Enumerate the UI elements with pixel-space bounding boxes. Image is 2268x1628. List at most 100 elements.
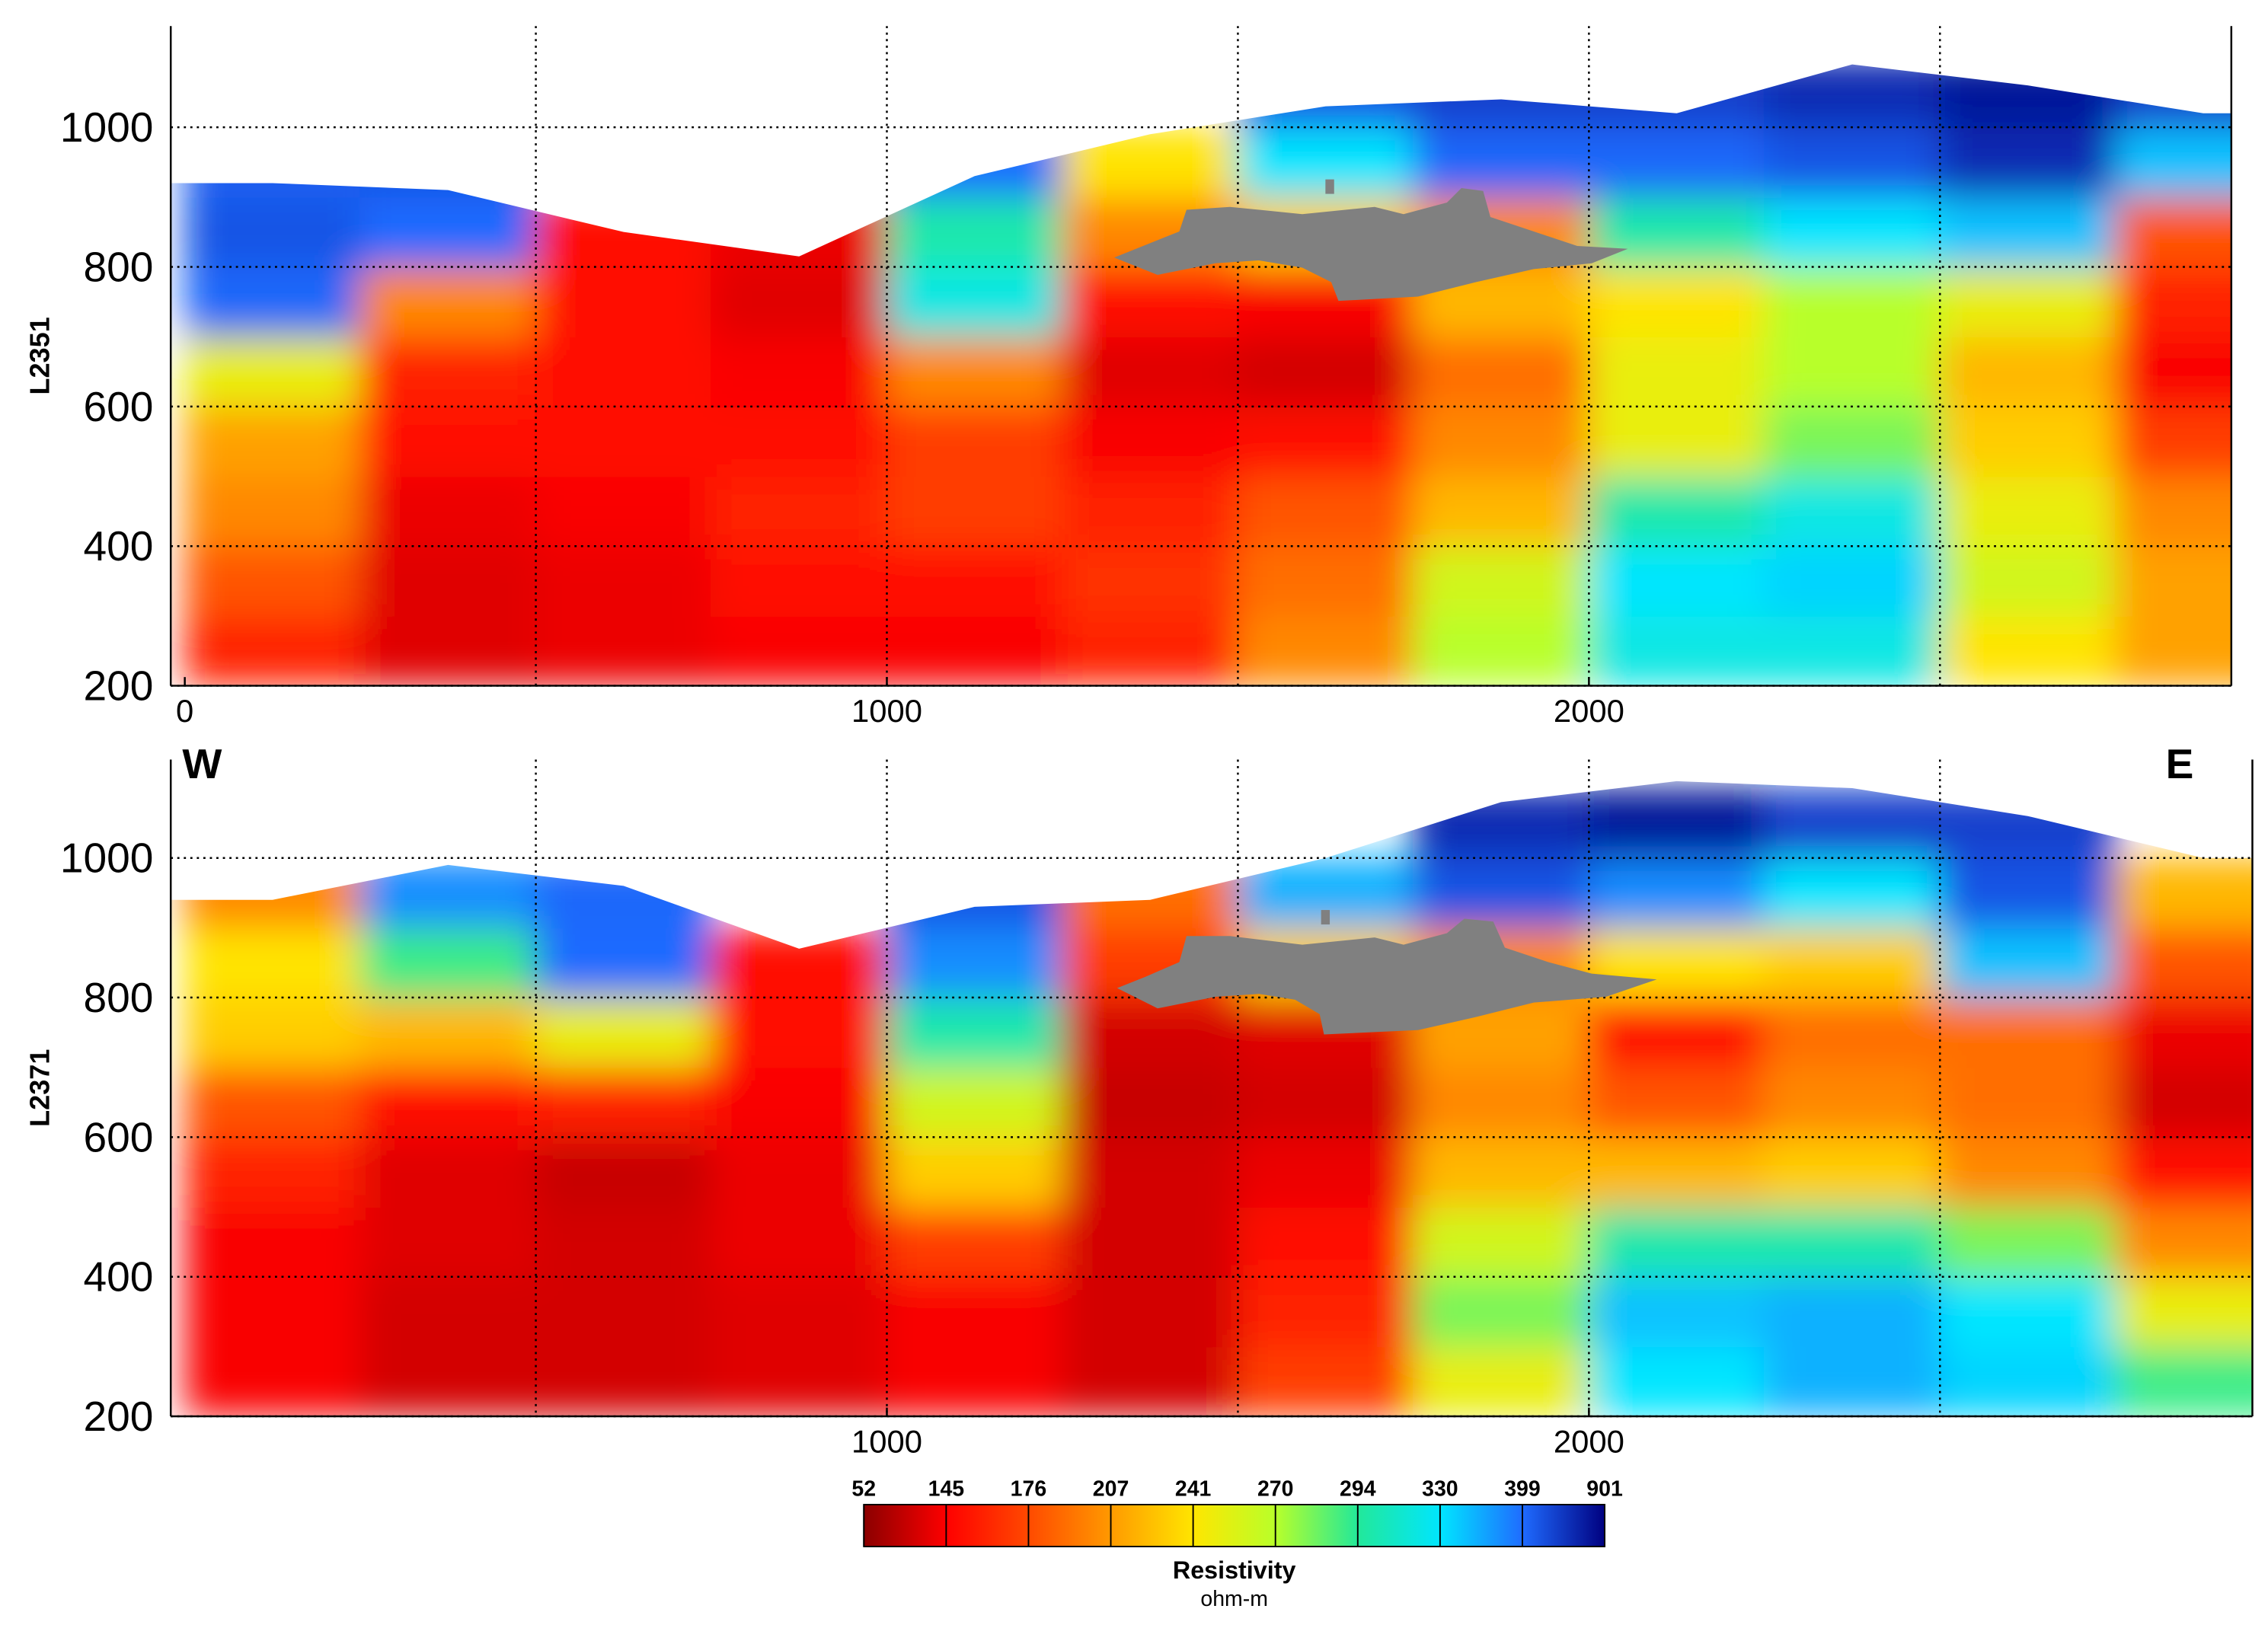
cell	[1763, 475, 1941, 547]
cell	[1237, 64, 1414, 129]
cell	[1763, 266, 1941, 338]
cell	[1237, 1066, 1414, 1138]
cell	[1763, 1206, 1941, 1278]
cell	[184, 475, 362, 547]
y-tick-label: 600	[84, 1113, 154, 1160]
cell	[359, 614, 537, 686]
cell	[1939, 266, 2116, 338]
cell	[1412, 1275, 1590, 1348]
cell	[359, 1136, 537, 1208]
cell	[184, 196, 362, 268]
ore-body	[1113, 187, 1628, 302]
cell	[184, 1275, 362, 1348]
cell	[1763, 196, 1941, 268]
cell	[1588, 475, 1765, 547]
y-tick-label: 800	[84, 243, 154, 290]
annotation: W	[182, 740, 222, 787]
cell	[184, 614, 362, 686]
cell	[886, 196, 1063, 268]
cell	[2114, 336, 2231, 407]
colorbar-label: 901	[1586, 1477, 1623, 1502]
colorbar-title: Resistivity	[1173, 1556, 1296, 1584]
cell	[1062, 1066, 1239, 1138]
cell	[2114, 997, 2253, 1068]
colorbar-label: 241	[1175, 1477, 1212, 1502]
y-tick-label: 400	[84, 1253, 154, 1301]
cell	[1763, 336, 1941, 407]
colorbar-segment	[1522, 1504, 1605, 1547]
cell	[1412, 787, 1590, 859]
cell	[1412, 64, 1590, 129]
cell	[711, 927, 888, 998]
colorbar-label: 330	[1422, 1477, 1458, 1502]
cell	[359, 336, 537, 407]
cell	[1062, 1275, 1239, 1348]
cell	[1237, 1345, 1414, 1417]
cell	[1939, 1066, 2116, 1138]
cell	[1588, 1066, 1765, 1138]
cell	[1588, 787, 1765, 859]
cell	[359, 1066, 537, 1138]
colorbar-label: 270	[1257, 1477, 1294, 1502]
cell	[1939, 857, 2116, 929]
ore-body	[1116, 918, 1657, 1035]
colorbar-segment	[1275, 1504, 1359, 1547]
cell	[535, 405, 712, 477]
cell	[535, 997, 712, 1068]
cell	[359, 1206, 537, 1278]
y-tick-label: 600	[84, 383, 154, 430]
cell	[886, 1345, 1063, 1417]
cell	[535, 1345, 712, 1417]
cell	[1763, 927, 1941, 998]
cell	[1939, 1345, 2116, 1417]
cell	[886, 475, 1063, 547]
cell	[359, 126, 537, 198]
cell	[535, 545, 712, 617]
colorbar-label: 176	[1011, 1477, 1047, 1502]
colorbar-label: 207	[1093, 1477, 1129, 1502]
y-axis-label: L2371	[24, 1049, 56, 1127]
x-tick-label: 2000	[1554, 693, 1624, 729]
cell	[886, 266, 1063, 338]
cell	[1588, 266, 1765, 338]
heatmap	[184, 787, 2253, 1417]
cell	[1062, 1136, 1239, 1208]
cell	[1237, 336, 1414, 407]
cell	[1588, 405, 1765, 477]
cell	[1763, 1345, 1941, 1417]
cell	[1939, 997, 2116, 1068]
cell	[1412, 857, 1590, 929]
cell	[1588, 1136, 1765, 1208]
cell	[1763, 614, 1941, 686]
cell	[359, 475, 537, 547]
cell	[1062, 126, 1239, 198]
cell	[1412, 614, 1590, 686]
cell	[1588, 1345, 1765, 1417]
cell	[1763, 405, 1941, 477]
y-axis-label: L2351	[24, 317, 56, 394]
cell	[1588, 196, 1765, 268]
cell	[886, 405, 1063, 477]
cell	[1588, 1275, 1765, 1348]
cell	[1062, 997, 1239, 1068]
cell	[535, 614, 712, 686]
colorbar-segment	[1357, 1504, 1441, 1547]
ore-body-fragment	[1321, 910, 1330, 925]
cell	[1237, 1136, 1414, 1208]
cell	[2114, 64, 2231, 129]
x-tick-label: 0	[176, 693, 193, 729]
cell	[886, 545, 1063, 617]
cell	[1763, 997, 1941, 1068]
cell	[2114, 614, 2231, 686]
cell	[1939, 787, 2116, 859]
cell	[535, 1066, 712, 1138]
colorbar-segment	[1193, 1504, 1276, 1547]
cell	[1237, 1275, 1414, 1348]
colorbar-label: 294	[1340, 1477, 1376, 1502]
cell	[1588, 857, 1765, 929]
cell	[1763, 857, 1941, 929]
cell	[535, 927, 712, 998]
cell	[1062, 336, 1239, 407]
cell	[1763, 787, 1941, 859]
